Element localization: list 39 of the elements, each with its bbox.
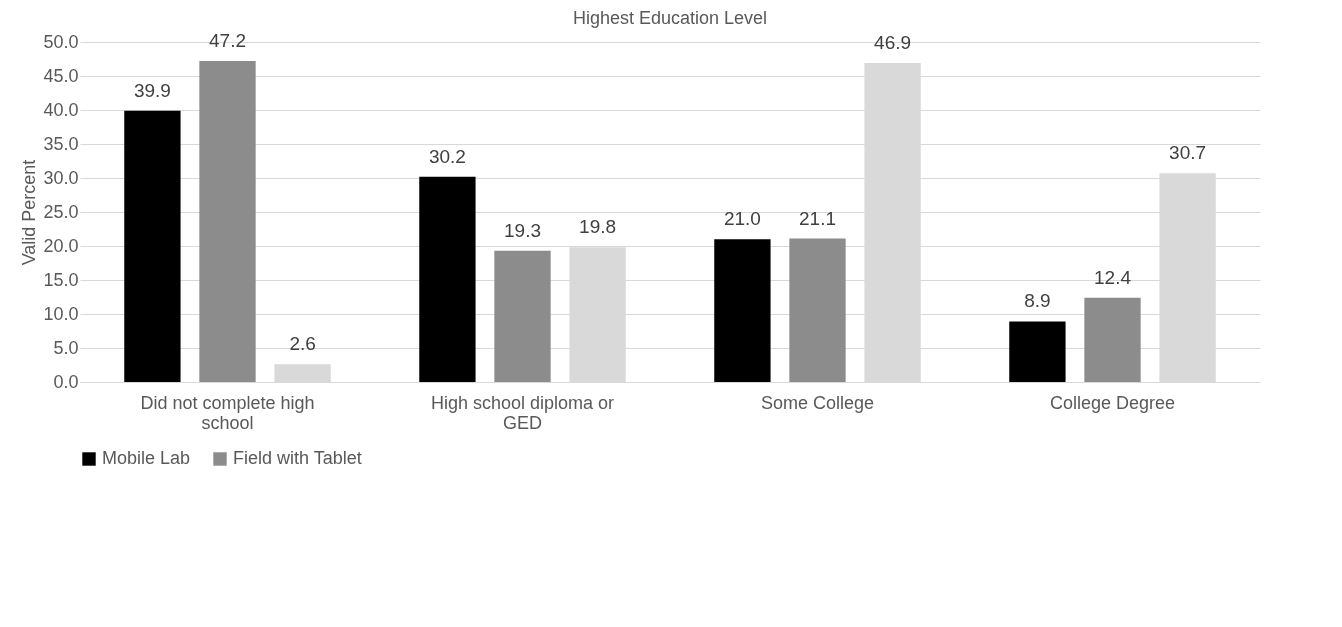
y-tick-label: 35.0 <box>43 133 79 154</box>
x-tick-label: Did not complete high school <box>140 392 315 433</box>
bar <box>199 61 256 382</box>
y-tick-label: 25.0 <box>43 201 79 222</box>
bar <box>494 250 551 382</box>
x-tick-label: Some College <box>760 392 875 413</box>
data-label: 21.1 <box>799 207 836 229</box>
y-tick-label: 10.0 <box>43 303 79 324</box>
bar <box>789 238 846 382</box>
data-label: 2.6 <box>289 333 316 355</box>
data-label: 19.8 <box>579 216 617 238</box>
data-label: 21.0 <box>723 208 761 230</box>
data-label: 39.9 <box>133 79 171 101</box>
data-label: 8.9 <box>1024 290 1051 312</box>
chart-title: Highest Education Level <box>572 8 768 29</box>
x-tick-label: College Degree <box>1049 392 1176 413</box>
y-tick-label: 5.0 <box>53 337 79 358</box>
legend-label: Mobile Lab <box>102 448 191 468</box>
x-tick-label: High school diploma or GED <box>430 392 615 433</box>
y-tick-label: 0.0 <box>53 371 79 392</box>
data-label: 12.4 <box>1094 266 1132 288</box>
bar <box>1084 297 1141 382</box>
bar <box>419 176 476 382</box>
y-tick-label: 15.0 <box>43 269 79 290</box>
y-tick-label: 45.0 <box>43 65 79 86</box>
y-tick-label: 30.0 <box>43 167 79 188</box>
bar <box>1009 321 1066 382</box>
y-axis-title: Valid Percent <box>19 159 40 266</box>
y-tick-label: 20.0 <box>43 235 79 256</box>
data-label: 30.2 <box>428 145 466 167</box>
bar <box>124 110 181 382</box>
legend-label: Field with Tablet <box>233 448 362 468</box>
data-label: 47.2 <box>209 30 246 52</box>
data-label: 30.7 <box>1169 142 1207 164</box>
bar <box>714 239 771 382</box>
data-label: 46.9 <box>874 32 912 54</box>
y-tick-label: 50.0 <box>43 31 79 52</box>
y-tick-label: 40.0 <box>43 99 79 120</box>
data-label: 19.3 <box>504 219 541 241</box>
